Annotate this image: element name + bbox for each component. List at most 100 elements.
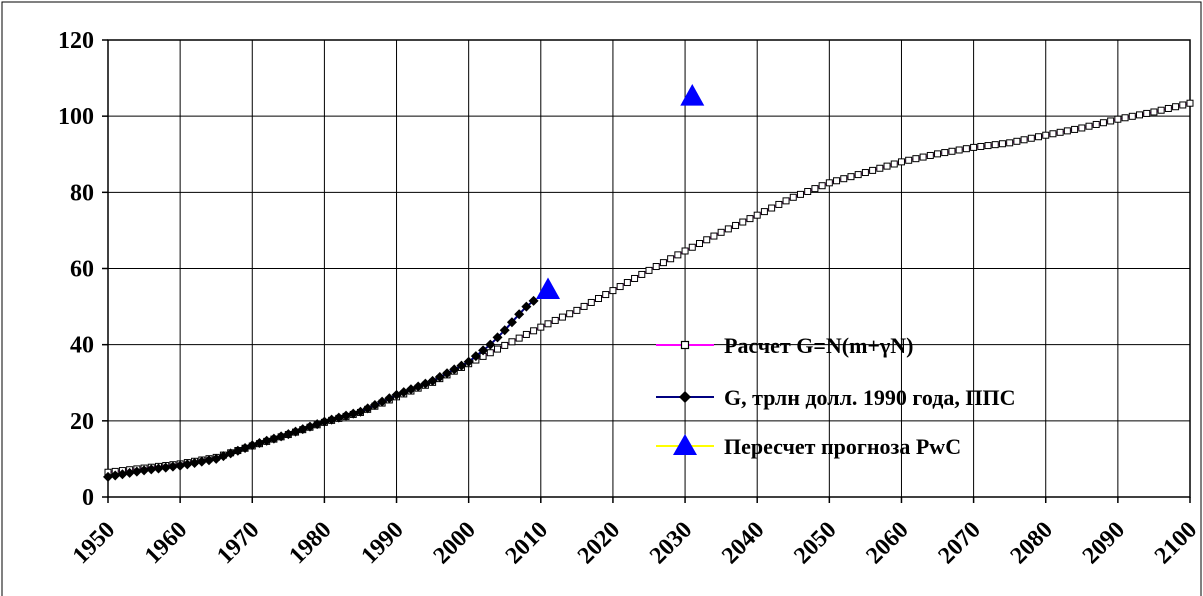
gdp-point	[521, 301, 532, 312]
gdp-point	[160, 462, 171, 473]
calc-point	[1143, 109, 1151, 117]
legend-marker-gdp	[679, 391, 691, 403]
gdp-point	[420, 378, 431, 389]
calc-point	[948, 147, 956, 155]
series-1	[103, 295, 539, 482]
gdp-point	[369, 399, 380, 410]
gdp-point	[514, 309, 525, 320]
gdp-point	[355, 406, 366, 417]
y-tick-labels: 0 20 40 60 80 100 120	[58, 28, 94, 511]
calc-point	[566, 310, 574, 318]
gdp-point	[398, 387, 409, 398]
y-tick-label: 120	[58, 28, 94, 54]
gdp-point	[196, 456, 207, 467]
calc-point	[854, 171, 862, 179]
calc-point	[609, 287, 617, 295]
gdp-point	[247, 440, 258, 451]
legend-entry-gdp: G, трлн долл. 1990 года, ППС	[656, 385, 1015, 410]
gdp-point	[276, 431, 287, 442]
calc-point	[1071, 125, 1079, 133]
calc-point	[623, 279, 631, 287]
y-tick-label: 20	[70, 409, 94, 435]
gdp-point	[470, 351, 481, 362]
calc-point	[1049, 130, 1057, 138]
calc-point	[775, 200, 783, 208]
calc-point	[515, 334, 523, 342]
calc-point	[919, 153, 927, 161]
calc-point	[1078, 124, 1086, 132]
calc-point	[1027, 134, 1035, 142]
calc-point	[962, 145, 970, 153]
calc-point	[1063, 127, 1071, 135]
calc-point	[1013, 137, 1021, 145]
calc-point	[796, 190, 804, 198]
calc-point	[580, 302, 588, 310]
gdp-point	[377, 396, 388, 407]
calc-point	[998, 140, 1006, 148]
calc-point	[1114, 115, 1122, 123]
calc-point	[890, 160, 898, 168]
calc-point	[1107, 117, 1115, 125]
gdp-point	[268, 433, 279, 444]
calc-point	[522, 330, 530, 338]
calc-point	[782, 197, 790, 205]
legend-marker-pwc	[673, 434, 697, 455]
calc-point	[941, 149, 949, 157]
calc-point	[1164, 104, 1172, 112]
calc-point	[652, 263, 660, 271]
calc-point	[530, 327, 538, 335]
legend-marker-calc	[680, 340, 690, 350]
gdp-point	[348, 408, 359, 419]
y-tick-label: 60	[70, 257, 94, 283]
calc-point	[1006, 139, 1014, 147]
calc-point	[674, 251, 682, 259]
calc-point	[746, 215, 754, 223]
gdp-point	[362, 403, 373, 414]
grid	[108, 40, 1190, 497]
gdp-point	[153, 463, 164, 474]
calc-point	[732, 221, 740, 229]
calc-point	[1085, 122, 1093, 130]
gdp-point	[434, 372, 445, 383]
calc-point	[616, 283, 624, 291]
gdp-point	[499, 325, 510, 336]
calc-point	[833, 177, 841, 185]
calc-point	[501, 341, 509, 349]
calc-point	[695, 240, 703, 248]
gdp-point	[333, 412, 344, 423]
calc-point	[710, 232, 718, 240]
gdp-point	[261, 435, 272, 446]
gdp-point	[124, 467, 135, 478]
calc-point	[818, 182, 826, 190]
calc-point	[840, 175, 848, 183]
gdp-point	[427, 375, 438, 386]
gdp-point	[319, 416, 330, 427]
calc-point	[558, 313, 566, 321]
calc-point	[587, 298, 595, 306]
calc-point	[659, 259, 667, 267]
calc-point	[703, 236, 711, 244]
calc-point	[724, 225, 732, 233]
gdp-point	[341, 410, 352, 421]
gdp-point	[131, 466, 142, 477]
calc-point	[768, 204, 776, 212]
gdp-point	[175, 460, 186, 471]
calc-point	[631, 274, 639, 282]
calc-point	[847, 173, 855, 181]
calc-point	[861, 169, 869, 177]
calc-point	[1035, 133, 1043, 141]
calc-point	[897, 158, 905, 166]
gdp-point	[449, 364, 460, 375]
gdp-point	[442, 368, 453, 379]
calc-point	[825, 179, 833, 187]
legend-entry-calc: Расчет G=N(m+γN)	[656, 333, 913, 358]
gdp-point	[506, 317, 517, 328]
calc-point	[955, 146, 963, 154]
gdp-point	[391, 389, 402, 400]
calc-point	[1020, 136, 1028, 144]
calc-point	[1186, 99, 1194, 107]
calc-point	[760, 208, 768, 216]
gdp-point	[146, 464, 157, 475]
